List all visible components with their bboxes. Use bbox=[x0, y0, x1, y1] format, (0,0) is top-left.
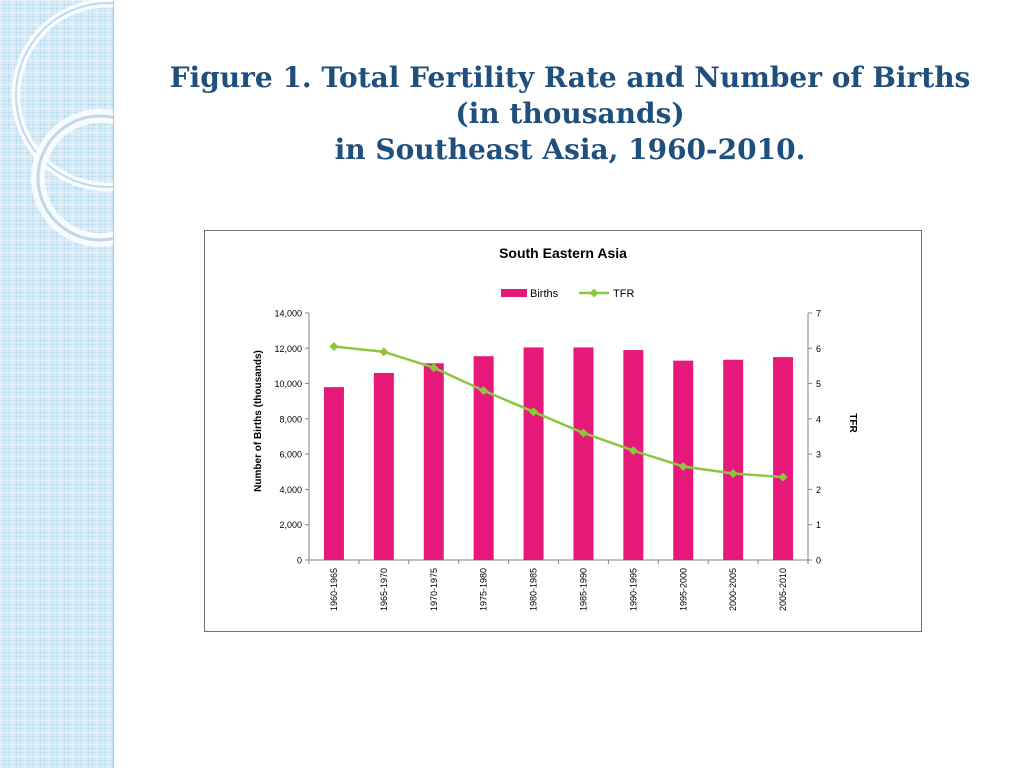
births-bar bbox=[573, 347, 594, 560]
legend-births-label: Births bbox=[530, 288, 559, 300]
y-tick-label: 10,000 bbox=[274, 379, 302, 389]
y2-tick-label: 6 bbox=[816, 344, 821, 354]
slide-title-line-2: (in thousands) bbox=[455, 97, 685, 130]
slide-title: Figure 1. Total Fertility Rate and Numbe… bbox=[140, 60, 1000, 168]
births-bar bbox=[323, 387, 344, 560]
y2-tick-label: 2 bbox=[816, 485, 821, 495]
tfr-point bbox=[479, 386, 489, 396]
y-tick-label: 0 bbox=[297, 556, 302, 566]
tfr-point bbox=[329, 342, 339, 352]
births-bar bbox=[373, 372, 394, 560]
decorative-rings bbox=[11, 0, 113, 247]
legend-tfr-marker bbox=[589, 288, 599, 298]
plot-area: 0 2,000 4,000 6,000 8,000 10,000 12,000 14,000 0… bbox=[274, 309, 821, 612]
y-tick-label: 6,000 bbox=[279, 450, 302, 460]
x-tick-label: 1980-1985 bbox=[529, 568, 539, 611]
x-tick-label: 1965-1970 bbox=[379, 568, 389, 611]
y2-tick-label: 4 bbox=[816, 414, 821, 424]
x-tick-label: 1975-1980 bbox=[479, 568, 489, 611]
tfr-point bbox=[678, 461, 688, 471]
births-bar bbox=[473, 356, 494, 560]
y2-tick-label: 1 bbox=[816, 520, 821, 530]
x-tick-label: 1960-1965 bbox=[329, 568, 339, 611]
y2-tick-label: 3 bbox=[816, 450, 821, 460]
y-tick-label: 2,000 bbox=[279, 520, 302, 530]
slide-title-line-1: Figure 1. Total Fertility Rate and Numbe… bbox=[169, 61, 971, 94]
y-tick-label: 4,000 bbox=[279, 485, 302, 495]
legend-tfr-label: TFR bbox=[613, 288, 634, 300]
tfr-point bbox=[628, 446, 638, 456]
y-tick-label: 8,000 bbox=[279, 414, 302, 424]
slide-decoration bbox=[0, 0, 114, 768]
births-bar bbox=[773, 357, 794, 560]
births-bar bbox=[723, 359, 744, 560]
y2-tick-label: 5 bbox=[816, 379, 821, 389]
y-tick-label: 12,000 bbox=[274, 344, 302, 354]
chart-title: South Eastern Asia bbox=[499, 245, 627, 261]
tfr-point bbox=[778, 472, 788, 482]
y2-tick-label: 0 bbox=[816, 556, 821, 566]
tfr-point bbox=[379, 347, 389, 357]
chart-frame: South Eastern Asia Births TFR Number of … bbox=[204, 230, 922, 632]
combo-chart: South Eastern Asia Births TFR Number of … bbox=[253, 245, 858, 612]
tfr-point bbox=[578, 428, 588, 438]
y2-axis-title: TFR bbox=[847, 413, 858, 433]
x-tick-label: 2005-2010 bbox=[778, 568, 788, 611]
tfr-line bbox=[333, 345, 784, 479]
tfr-point bbox=[728, 469, 738, 479]
tfr-point bbox=[429, 363, 439, 373]
x-tick-label: 1995-2000 bbox=[678, 568, 688, 611]
x-tick-label: 1990-1995 bbox=[628, 568, 638, 611]
tfr-point bbox=[529, 407, 539, 417]
births-bar bbox=[423, 363, 444, 560]
births-bar bbox=[673, 360, 694, 560]
births-bar bbox=[523, 347, 544, 560]
y2-tick-label: 7 bbox=[816, 309, 821, 319]
y-axis-title: Number of Births (thousands) bbox=[253, 350, 264, 492]
x-tick-label: 1985-1990 bbox=[578, 568, 588, 611]
chart-legend: Births TFR bbox=[501, 288, 634, 300]
y-tick-label: 14,000 bbox=[274, 309, 302, 319]
x-tick-label: 2000-2005 bbox=[728, 568, 738, 611]
legend-births-swatch bbox=[501, 289, 527, 297]
slide-title-line-3: in Southeast Asia, 1960-2010. bbox=[334, 133, 806, 166]
x-tick-label: 1970-1975 bbox=[429, 568, 439, 611]
